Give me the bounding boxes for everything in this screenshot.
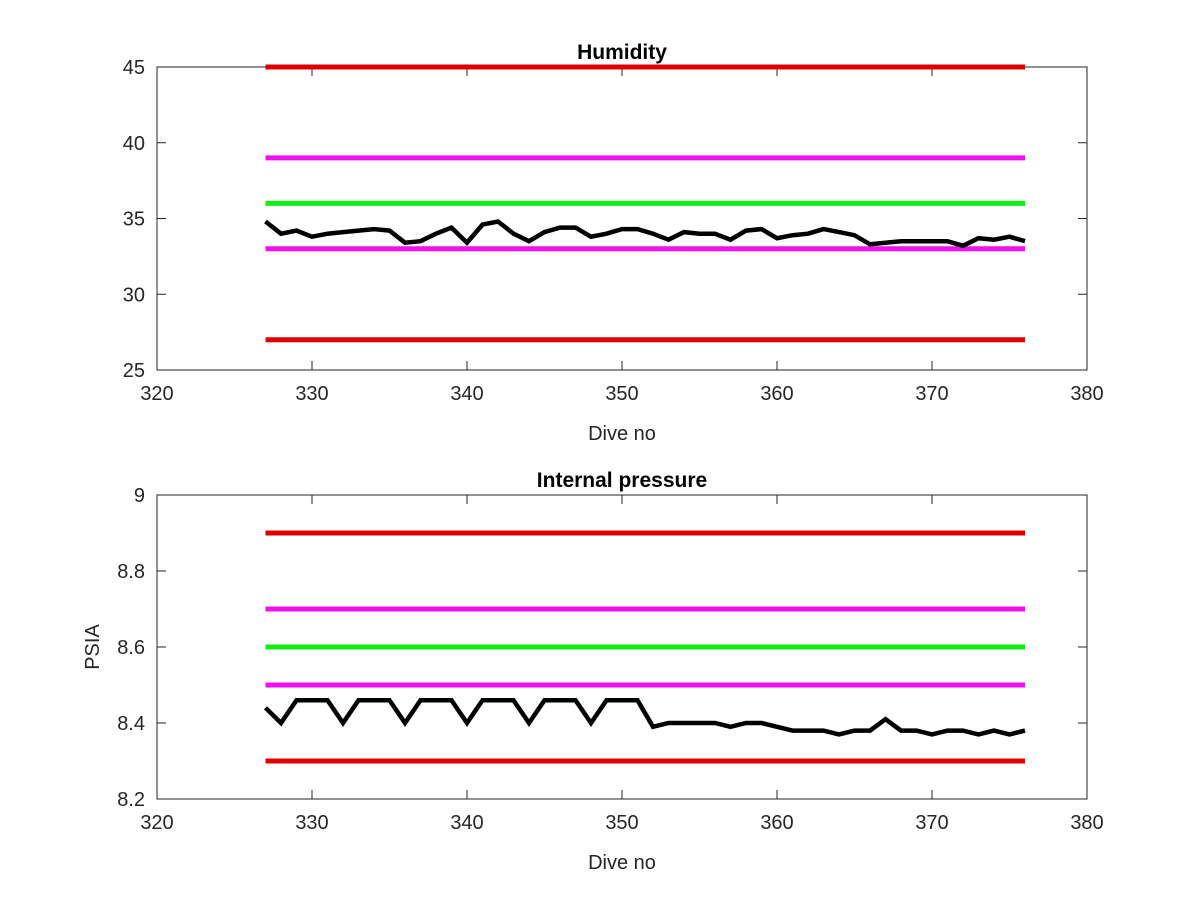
y-tick-label: 9 — [134, 485, 145, 507]
x-tick-label: 380 — [1070, 812, 1103, 834]
chart-panel-1: 320 330 340 350 360 370 380 25 30 35 40 45 Humidity D… — [123, 41, 1104, 445]
y-tick-label: 35 — [123, 209, 145, 231]
series-line-1 — [264, 219, 1026, 249]
y-tick-label: 8.6 — [117, 637, 145, 659]
x-tick-label: 360 — [760, 383, 793, 405]
x-tick-label: 320 — [140, 383, 173, 405]
x-tick-label: 340 — [450, 383, 483, 405]
y-tick-label: 8.8 — [117, 561, 145, 583]
x-tick-label: 370 — [915, 812, 948, 834]
x-tick-label: 350 — [605, 812, 638, 834]
chart-panel-2: 320 330 340 350 360 370 380 8.2 8.4 8.6 8.8 9 Intern… — [82, 469, 1104, 874]
x-axis-label: Dive no — [588, 852, 656, 874]
series-line-1 — [263, 697, 1026, 737]
x-tick-label: 320 — [140, 812, 173, 834]
y-tick-label: 8.2 — [117, 789, 145, 811]
y-tick-label: 25 — [123, 360, 145, 382]
axes-box — [156, 66, 1088, 371]
chart-title: Internal pressure — [537, 469, 707, 492]
x-tick-label: 340 — [450, 812, 483, 834]
x-axis-label: Dive no — [588, 423, 656, 445]
chart-title: Humidity — [577, 41, 667, 64]
x-tick-label: 360 — [760, 812, 793, 834]
y-axis-label: PSIA — [82, 624, 104, 670]
y-tick-label: 8.4 — [117, 713, 145, 735]
x-tick-label: 350 — [605, 383, 638, 405]
x-tick-label: 370 — [915, 383, 948, 405]
y-tick-label: 40 — [123, 133, 145, 155]
y-tick-label: 30 — [123, 284, 145, 306]
x-tick-label: 380 — [1070, 383, 1103, 405]
x-tick-label: 330 — [295, 383, 328, 405]
x-tick-label: 330 — [295, 812, 328, 834]
y-tick-label: 45 — [123, 57, 145, 79]
